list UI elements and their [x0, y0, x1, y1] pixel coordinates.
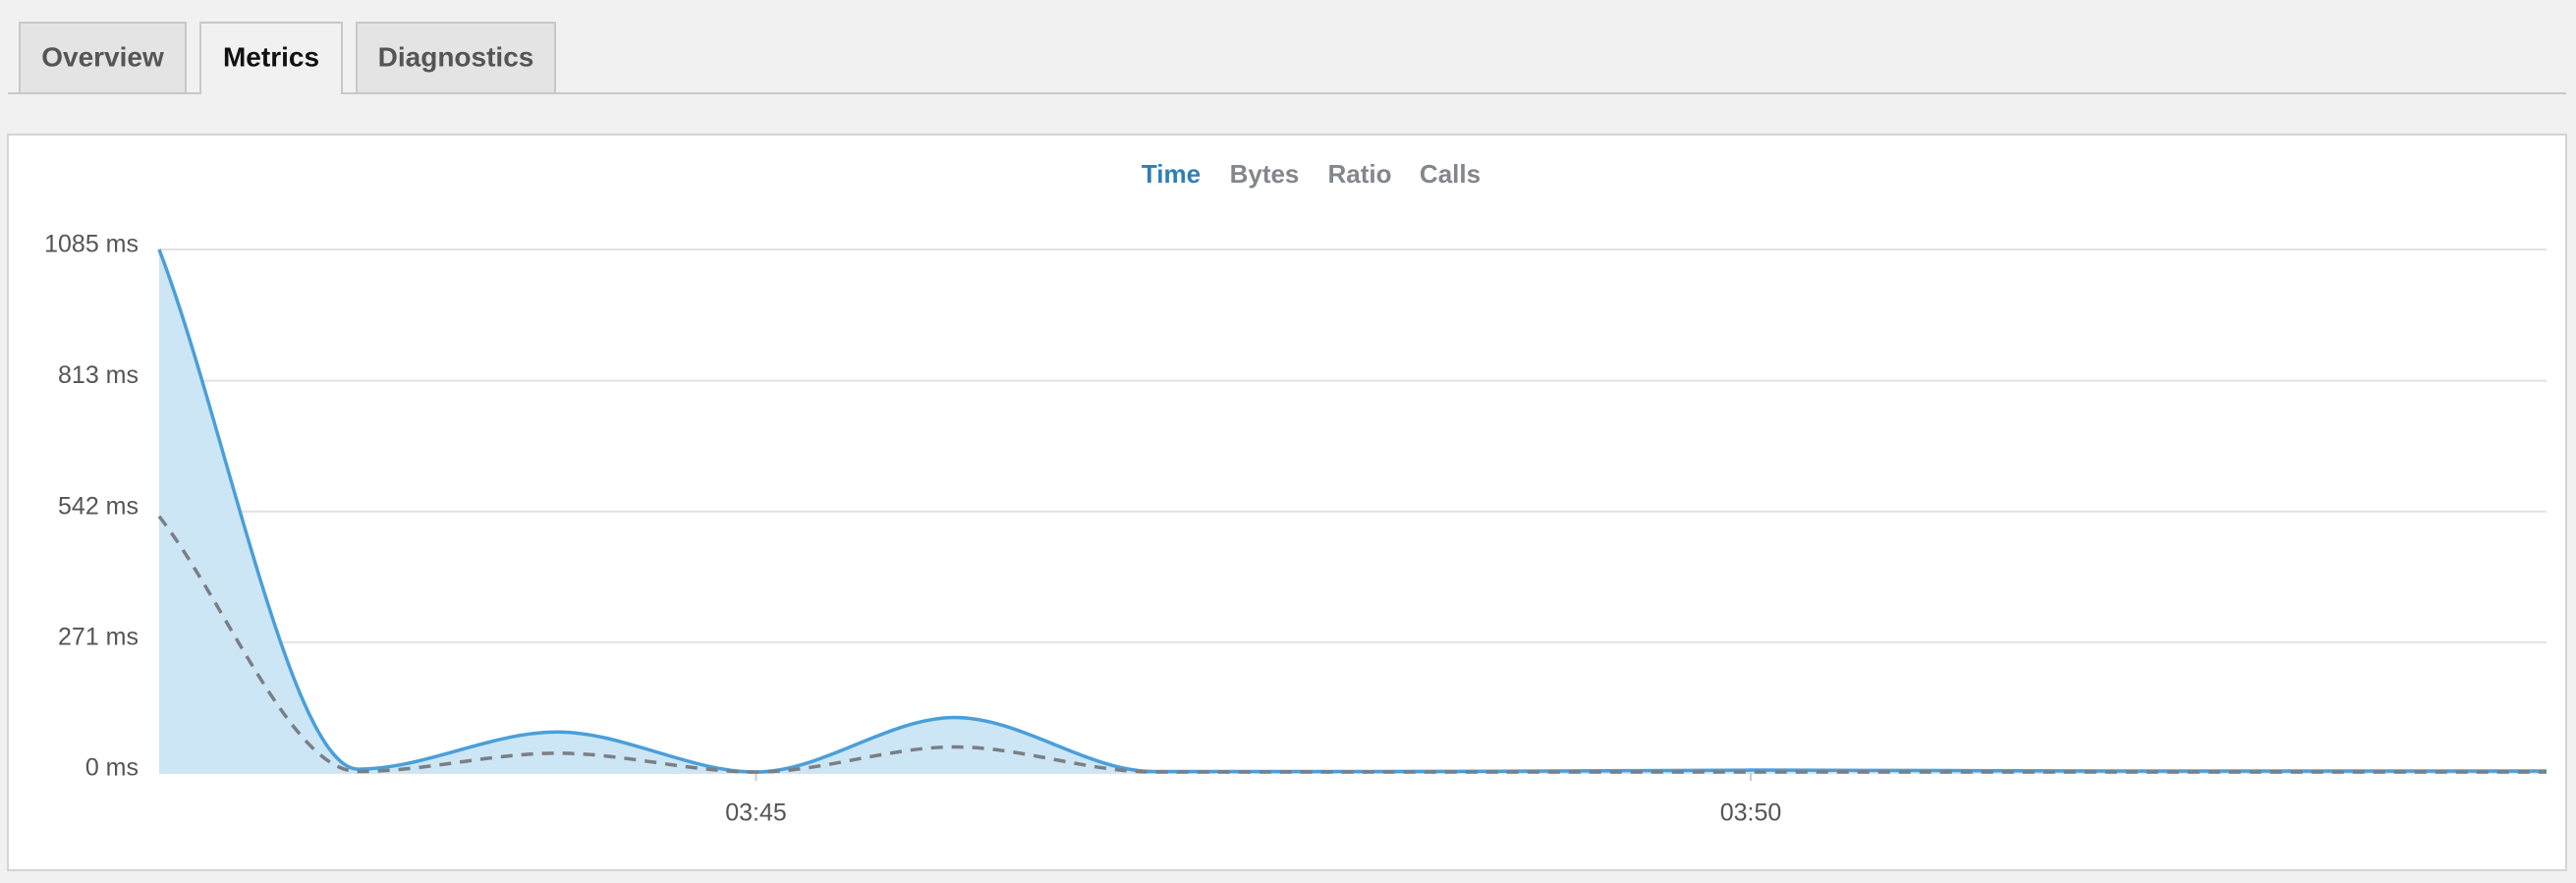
tab-label[interactable]: Metrics	[223, 41, 319, 72]
line	[157, 515, 2547, 774]
metric-switch[interactable]: Time	[1142, 159, 1201, 189]
chart-panel	[7, 134, 2567, 871]
metric-switch[interactable]: Calls	[1420, 159, 1481, 189]
y-tick-label: 542 ms	[58, 492, 139, 520]
metric-switch[interactable]: Ratio	[1328, 159, 1392, 189]
y-tick-label: 271 ms	[58, 623, 139, 650]
y-tick-label: 1085 ms	[44, 231, 139, 258]
x-tick-label: 03:50	[1720, 800, 1782, 827]
tab[interactable]	[19, 22, 187, 94]
tab[interactable]	[199, 22, 343, 93]
y-tick-label: 813 ms	[58, 361, 139, 389]
tab-label[interactable]: Overview	[41, 41, 164, 72]
line	[157, 248, 2547, 774]
metric-switch[interactable]: Bytes	[1230, 159, 1300, 189]
y-tick-label: 0 ms	[85, 754, 139, 782]
tab-label[interactable]: Diagnostics	[378, 41, 534, 72]
tab[interactable]	[356, 22, 556, 94]
x-tick-label: 03:45	[725, 800, 787, 827]
